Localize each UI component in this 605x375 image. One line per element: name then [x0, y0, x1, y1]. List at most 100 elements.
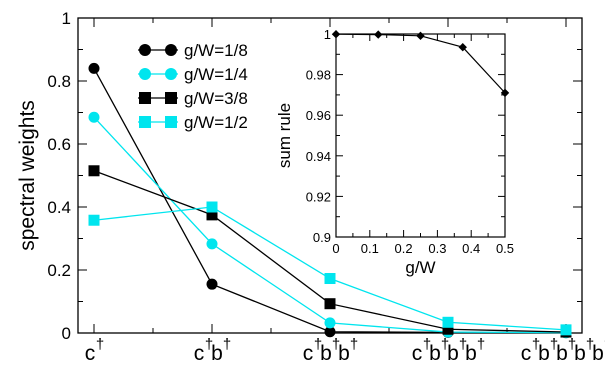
- inset-y-axis-label: sum rule: [275, 103, 294, 168]
- legend-entry: g/W=1/4: [138, 65, 248, 84]
- legend-entry: g/W=1/2: [138, 113, 248, 132]
- legend-label: g/W=3/8: [184, 89, 248, 108]
- inset-data-point: [331, 30, 341, 39]
- x-category-dagger: †: [332, 336, 340, 353]
- inset-plot: 0.9 0.92 0.94 0.96 0.98 1 0 0.1 0.2 0.3 0.4 0.5 g/W s…: [275, 27, 514, 277]
- legend-marker: [139, 116, 151, 128]
- data-point: [206, 278, 218, 290]
- legend-marker: [139, 92, 151, 104]
- inset-x-tick-label: 0.3: [428, 241, 446, 256]
- data-point: [324, 317, 336, 329]
- inset-data-point: [500, 88, 510, 98]
- data-point: [88, 111, 100, 123]
- inset-x-tick-label: 0.4: [462, 241, 480, 256]
- x-category-letter: b: [447, 342, 459, 365]
- legend-marker: [165, 92, 177, 104]
- x-category-dagger: †: [532, 336, 540, 353]
- x-category-dagger: †: [477, 336, 485, 353]
- x-category-letter: c: [521, 342, 532, 365]
- x-category-dagger: †: [96, 336, 104, 353]
- legend-marker: [139, 68, 151, 80]
- x-category-letter: b: [592, 342, 604, 365]
- y-axis-label: spectral weights: [16, 100, 39, 251]
- inset-frame: [335, 33, 506, 238]
- x-category-dagger: †: [205, 336, 213, 353]
- data-point: [88, 62, 100, 74]
- data-point: [560, 324, 572, 336]
- main-plot-frame: [77, 17, 583, 334]
- legend-marker: [165, 44, 177, 56]
- inset-y-tick-label: 0.92: [306, 189, 331, 204]
- x-category-letter: b: [211, 342, 223, 365]
- x-category-dagger: †: [586, 336, 594, 353]
- legend-entry: g/W=1/8: [138, 41, 248, 60]
- x-category-letter: b: [556, 342, 568, 365]
- x-category-label: c †: [85, 336, 104, 365]
- inset-y-tick-label: 1: [324, 27, 331, 42]
- main-plot: 00.20.40.60.81c † c †b † c †b †b † c †b †b †b † c †b †b †…: [16, 9, 605, 365]
- x-category-letter: b: [574, 342, 586, 365]
- x-category-dagger: †: [550, 336, 558, 353]
- x-category-letter: c: [303, 342, 314, 365]
- inset-x-tick-label: 0.5: [496, 241, 514, 256]
- inset-data-point: [458, 42, 467, 52]
- x-category-label: c †b †b †: [303, 336, 358, 365]
- x-category-letter: c: [85, 342, 96, 365]
- data-point: [88, 165, 100, 177]
- inset-y-tick-label: 0.98: [306, 68, 331, 83]
- legend-entry: g/W=3/8: [138, 89, 248, 108]
- x-category-label: c †b †b †b †: [412, 336, 485, 365]
- inset-data-point: [416, 31, 425, 41]
- x-category-letter: b: [429, 342, 441, 365]
- data-point: [206, 238, 218, 250]
- x-category-letter: b: [320, 342, 332, 365]
- y-tick-label: 0.6: [47, 135, 71, 154]
- inset-x-tick-label: 0.1: [361, 241, 379, 256]
- inset-y-tick-label: 0.96: [306, 108, 331, 123]
- y-tick-label: 0.4: [47, 198, 71, 217]
- legend-marker: [139, 44, 151, 56]
- x-category-dagger: †: [568, 336, 576, 353]
- data-point: [206, 201, 218, 213]
- x-category-dagger: †: [604, 336, 605, 353]
- x-category-letter: c: [412, 342, 423, 365]
- x-category-dagger: †: [223, 336, 231, 353]
- series-4: [88, 201, 572, 336]
- inset-x-tick-label: 0: [332, 241, 339, 256]
- inset-y-tick-label: 0.9: [313, 230, 331, 245]
- legend: g/W=1/8 g/W=1/4 g/W=3/8 g/W=1/2: [138, 41, 248, 132]
- data-point: [324, 273, 336, 285]
- x-category-label: c †b †: [194, 336, 231, 365]
- data-point: [324, 326, 336, 338]
- legend-label: g/W=1/2: [184, 113, 248, 132]
- x-category-letter: b: [465, 342, 477, 365]
- x-category-dagger: †: [314, 336, 322, 353]
- inset-y-tick-label: 0.94: [306, 149, 331, 164]
- data-point: [442, 316, 454, 328]
- x-category-dagger: †: [459, 336, 467, 353]
- x-category-dagger: †: [350, 336, 358, 353]
- data-point: [442, 323, 454, 335]
- data-point: [206, 209, 218, 221]
- legend-label: g/W=1/8: [184, 41, 248, 60]
- inset-x-tick-label: 0.2: [395, 241, 413, 256]
- data-point: [324, 298, 336, 310]
- legend-marker: [165, 116, 177, 128]
- x-category-label: c†b†b†b†b†: [521, 336, 605, 365]
- y-tick-label: 1: [62, 9, 71, 28]
- x-category-letter: b: [538, 342, 550, 365]
- y-tick-label: 0.2: [47, 261, 71, 280]
- legend-marker: [165, 68, 177, 80]
- x-category-dagger: †: [441, 336, 449, 353]
- y-tick-label: 0.8: [47, 72, 71, 91]
- inset-data-point: [374, 30, 383, 39]
- inset-series: [331, 30, 510, 98]
- y-tick-label: 0: [62, 324, 71, 343]
- x-category-letter: c: [194, 342, 205, 365]
- x-category-dagger: †: [423, 336, 431, 353]
- inset-x-axis-label: g/W: [405, 258, 435, 277]
- legend-label: g/W=1/4: [184, 65, 248, 84]
- x-category-letter: b: [338, 342, 350, 365]
- data-point: [88, 214, 100, 226]
